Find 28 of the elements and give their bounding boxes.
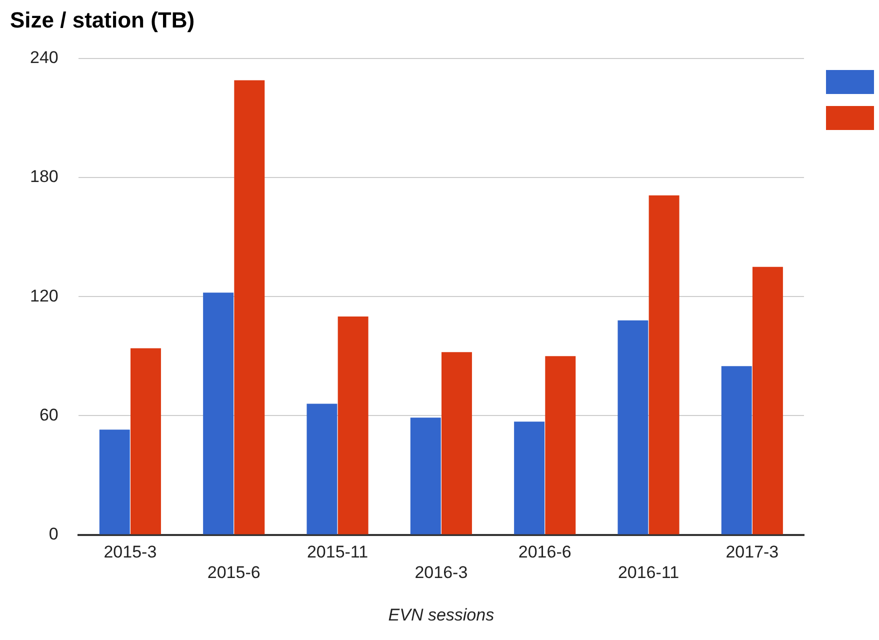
y-tick-label: 0 [48, 524, 58, 544]
bar [338, 316, 368, 534]
bar [721, 366, 752, 534]
bar [648, 195, 680, 534]
x-axis-title: EVN sessions [388, 606, 495, 625]
x-tick-label: 2016-6 [518, 542, 572, 562]
y-tick-label: 240 [30, 48, 58, 68]
bar [99, 430, 130, 534]
y-tick-label: 180 [30, 167, 58, 186]
x-tick-label: 2016-3 [414, 563, 468, 582]
x-tick-label: 2015-6 [207, 563, 260, 582]
bar [545, 356, 576, 534]
chart-title: Size / station (TB) [10, 7, 195, 32]
bar [130, 348, 161, 534]
bar [306, 404, 338, 534]
bar [618, 320, 648, 534]
x-tick-label: 2015-3 [104, 542, 157, 562]
bar [752, 266, 783, 534]
bar [441, 352, 472, 534]
bar [234, 80, 265, 534]
x-tick-label: 2017-3 [726, 542, 779, 562]
bar [514, 422, 545, 534]
bar [203, 292, 234, 534]
bar [410, 418, 441, 534]
y-tick-label: 120 [30, 286, 58, 306]
y-tick-label: 60 [39, 405, 58, 424]
x-tick-label: 2015-11 [306, 542, 368, 562]
x-tick-label: 2016-11 [618, 563, 680, 582]
